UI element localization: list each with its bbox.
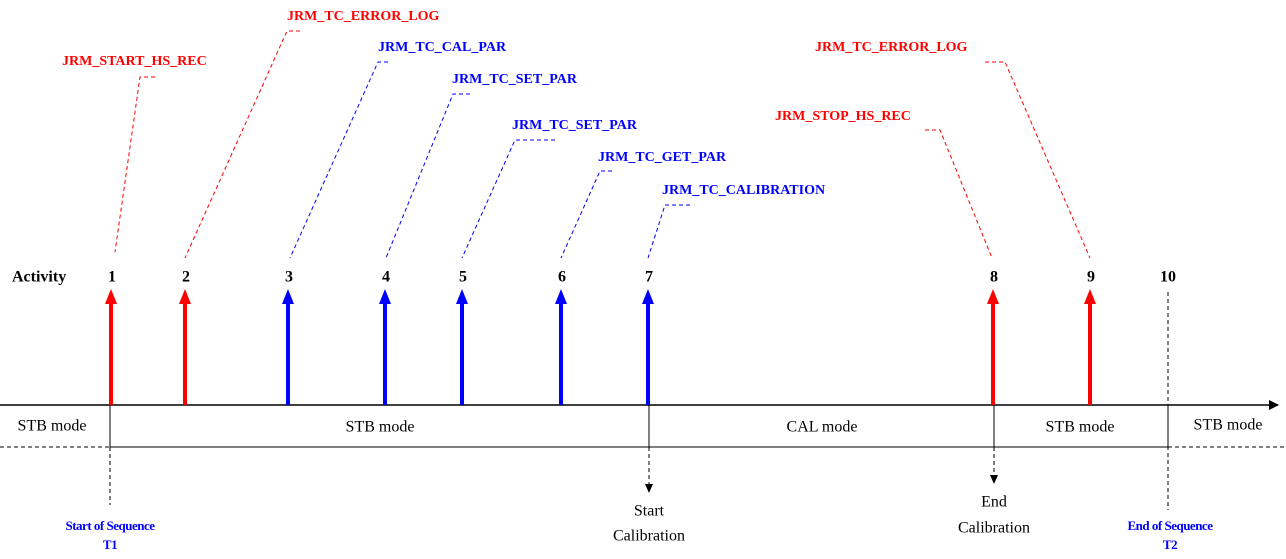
- command-label: JRM_TC_CAL_PAR: [378, 40, 507, 55]
- arrow-head: [456, 289, 468, 304]
- arrow-head: [282, 289, 294, 304]
- mode-label: CAL mode: [787, 419, 858, 436]
- command-label: JRM_START_HS_REC: [62, 54, 207, 69]
- activity-number: 7: [645, 269, 653, 286]
- arrow-head: [105, 289, 117, 304]
- command-leader: [114, 76, 155, 253]
- command-leader: [385, 93, 470, 259]
- mode-label: STB mode: [1046, 419, 1115, 436]
- command-label: JRM_TC_CALIBRATION: [662, 183, 825, 198]
- activity-number: 1: [108, 269, 116, 286]
- mode-label: STB mode: [346, 419, 415, 436]
- command-label: JRM_TC_SET_PAR: [452, 72, 578, 87]
- command-leader: [184, 30, 300, 259]
- command-leader: [985, 61, 1091, 259]
- activity-number: 5: [459, 269, 467, 286]
- activity-number: 8: [990, 269, 998, 286]
- activity-number: 2: [182, 269, 190, 286]
- event-time: T1: [103, 537, 117, 552]
- event-title: End of Sequence: [1128, 518, 1214, 533]
- event-label: End: [981, 494, 1007, 511]
- activity-number: 9: [1087, 269, 1095, 286]
- arrow-head: [642, 289, 654, 304]
- arrow-head: [379, 289, 391, 304]
- arrow-head: [987, 289, 999, 304]
- event-time: T2: [1163, 537, 1177, 552]
- activity-number: 3: [285, 269, 293, 286]
- command-leader: [925, 129, 993, 259]
- command-leader: [289, 61, 388, 259]
- event-label: Calibration: [613, 528, 685, 545]
- command-label: JRM_TC_ERROR_LOG: [815, 40, 968, 55]
- arrow-head: [179, 289, 191, 304]
- command-label: JRM_TC_ERROR_LOG: [287, 9, 440, 24]
- activity-number: 4: [382, 269, 390, 286]
- command-label: JRM_TC_GET_PAR: [598, 150, 727, 165]
- arrow-head: [1084, 289, 1096, 304]
- command-label: JRM_STOP_HS_REC: [775, 109, 911, 124]
- event-label: Calibration: [958, 520, 1030, 537]
- activity-number: 10: [1160, 269, 1176, 286]
- event-label: Start: [634, 503, 665, 520]
- mode-label: STB mode: [18, 418, 87, 435]
- mode-label: STB mode: [1194, 417, 1263, 434]
- activity-label: Activity: [12, 269, 66, 286]
- command-leader: [647, 204, 690, 259]
- command-leader: [461, 139, 555, 259]
- command-leader: [560, 170, 612, 259]
- arrow-head: [555, 289, 567, 304]
- activity-number: 6: [558, 269, 566, 286]
- command-label: JRM_TC_SET_PAR: [512, 118, 638, 133]
- event-title: Start of Sequence: [66, 518, 156, 533]
